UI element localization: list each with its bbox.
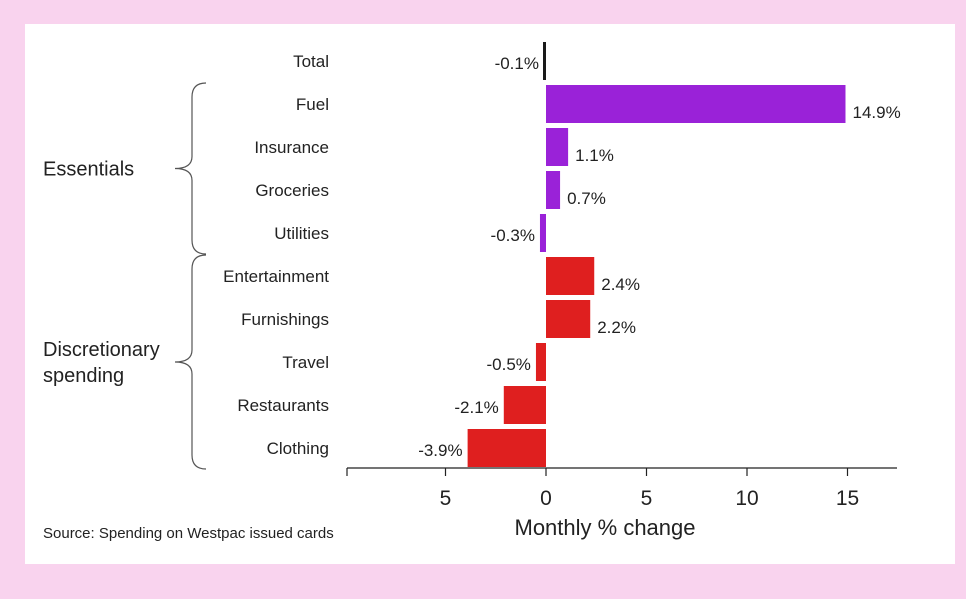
category-label-entertainment: Entertainment bbox=[223, 267, 329, 286]
bracket-discretionary-spending bbox=[174, 254, 207, 470]
category-label-restaurants: Restaurants bbox=[237, 396, 329, 415]
bar-restaurants bbox=[503, 386, 546, 424]
bar-clothing bbox=[467, 429, 546, 467]
bar-travel bbox=[535, 343, 546, 381]
top-strip bbox=[0, 0, 966, 6]
category-label-total: Total bbox=[293, 52, 329, 71]
category-label-insurance: Insurance bbox=[254, 138, 329, 157]
value-label-total: -0.1% bbox=[495, 54, 539, 73]
value-label-restaurants: -2.1% bbox=[454, 398, 498, 417]
category-label-groceries: Groceries bbox=[255, 181, 329, 200]
bar-entertainment bbox=[546, 257, 595, 295]
category-label-travel: Travel bbox=[282, 353, 329, 372]
group-label-discretionary-spending: Discretionary spending bbox=[43, 339, 160, 387]
chart-card: Essentials Discretionary spending Total -0.… bbox=[25, 24, 955, 564]
category-label-furnishings: Furnishings bbox=[241, 310, 329, 329]
bracket-essentials bbox=[174, 82, 207, 255]
value-label-travel: -0.5% bbox=[487, 355, 531, 374]
category-label-clothing: Clothing bbox=[267, 439, 329, 458]
category-label-fuel: Fuel bbox=[296, 95, 329, 114]
bar-fuel bbox=[546, 85, 846, 123]
value-label-furnishings: 2.2% bbox=[597, 318, 636, 337]
value-label-fuel: 14.9% bbox=[852, 103, 900, 122]
x-tick-label: 10 bbox=[735, 487, 758, 510]
x-tick-label: 5 bbox=[641, 487, 653, 510]
value-label-utilities: -0.3% bbox=[491, 226, 535, 245]
x-axis-label: Monthly % change bbox=[515, 515, 696, 540]
bar-insurance bbox=[546, 128, 569, 166]
value-label-clothing: -3.9% bbox=[418, 441, 462, 460]
bar-furnishings bbox=[546, 300, 591, 338]
group-label-essentials: Essentials bbox=[43, 159, 134, 181]
x-tick-label: 0 bbox=[540, 487, 552, 510]
value-label-entertainment: 2.4% bbox=[601, 275, 640, 294]
category-label-utilities: Utilities bbox=[274, 224, 329, 243]
value-label-insurance: 1.1% bbox=[575, 146, 614, 165]
x-tick-label: 15 bbox=[836, 487, 859, 510]
bar-total bbox=[543, 42, 546, 80]
value-label-groceries: 0.7% bbox=[567, 189, 606, 208]
bar-chart: Essentials Discretionary spending Total -0.… bbox=[43, 42, 901, 542]
bar-groceries bbox=[546, 171, 561, 209]
bar-utilities bbox=[539, 214, 546, 252]
source-note: Source: Spending on Westpac issued cards bbox=[43, 525, 334, 542]
x-tick-label: 5 bbox=[440, 487, 452, 510]
